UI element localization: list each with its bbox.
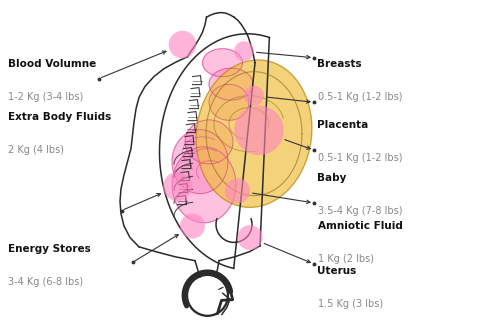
Circle shape <box>238 225 262 250</box>
Polygon shape <box>172 130 228 194</box>
Text: 2 Kg (4 lbs): 2 Kg (4 lbs) <box>8 145 64 155</box>
Circle shape <box>234 106 284 155</box>
Text: 3.5-4 Kg (7-8 lbs): 3.5-4 Kg (7-8 lbs) <box>318 206 402 216</box>
Circle shape <box>234 41 254 61</box>
Text: Amniotic Fluid: Amniotic Fluid <box>318 221 402 231</box>
Text: 0.5-1 Kg (1-2 lbs): 0.5-1 Kg (1-2 lbs) <box>318 153 402 163</box>
Text: 1-2 Kg (3-4 lbs): 1-2 Kg (3-4 lbs) <box>8 92 83 102</box>
Text: 1.5 Kg (3 lbs): 1.5 Kg (3 lbs) <box>318 299 382 309</box>
Text: Placenta: Placenta <box>318 120 369 130</box>
Circle shape <box>244 86 264 106</box>
Polygon shape <box>172 147 236 223</box>
Polygon shape <box>209 68 253 100</box>
Polygon shape <box>202 49 242 77</box>
Ellipse shape <box>196 60 312 207</box>
Text: Uterus: Uterus <box>318 266 357 276</box>
Text: Breasts: Breasts <box>318 59 362 69</box>
Circle shape <box>180 214 205 239</box>
Text: 3-4 Kg (6-8 lbs): 3-4 Kg (6-8 lbs) <box>8 277 83 287</box>
Text: Energy Stores: Energy Stores <box>8 244 90 254</box>
Text: 1 Kg (2 lbs): 1 Kg (2 lbs) <box>318 254 374 264</box>
Text: Baby: Baby <box>318 173 347 183</box>
Text: 0.5-1 Kg (1-2 lbs): 0.5-1 Kg (1-2 lbs) <box>318 92 402 102</box>
Circle shape <box>163 172 192 201</box>
Polygon shape <box>185 120 233 164</box>
Text: Blood Volumne: Blood Volumne <box>8 59 96 69</box>
Polygon shape <box>209 84 249 120</box>
Text: Extra Body Fluids: Extra Body Fluids <box>8 112 111 122</box>
Circle shape <box>168 31 196 58</box>
Circle shape <box>225 178 250 203</box>
